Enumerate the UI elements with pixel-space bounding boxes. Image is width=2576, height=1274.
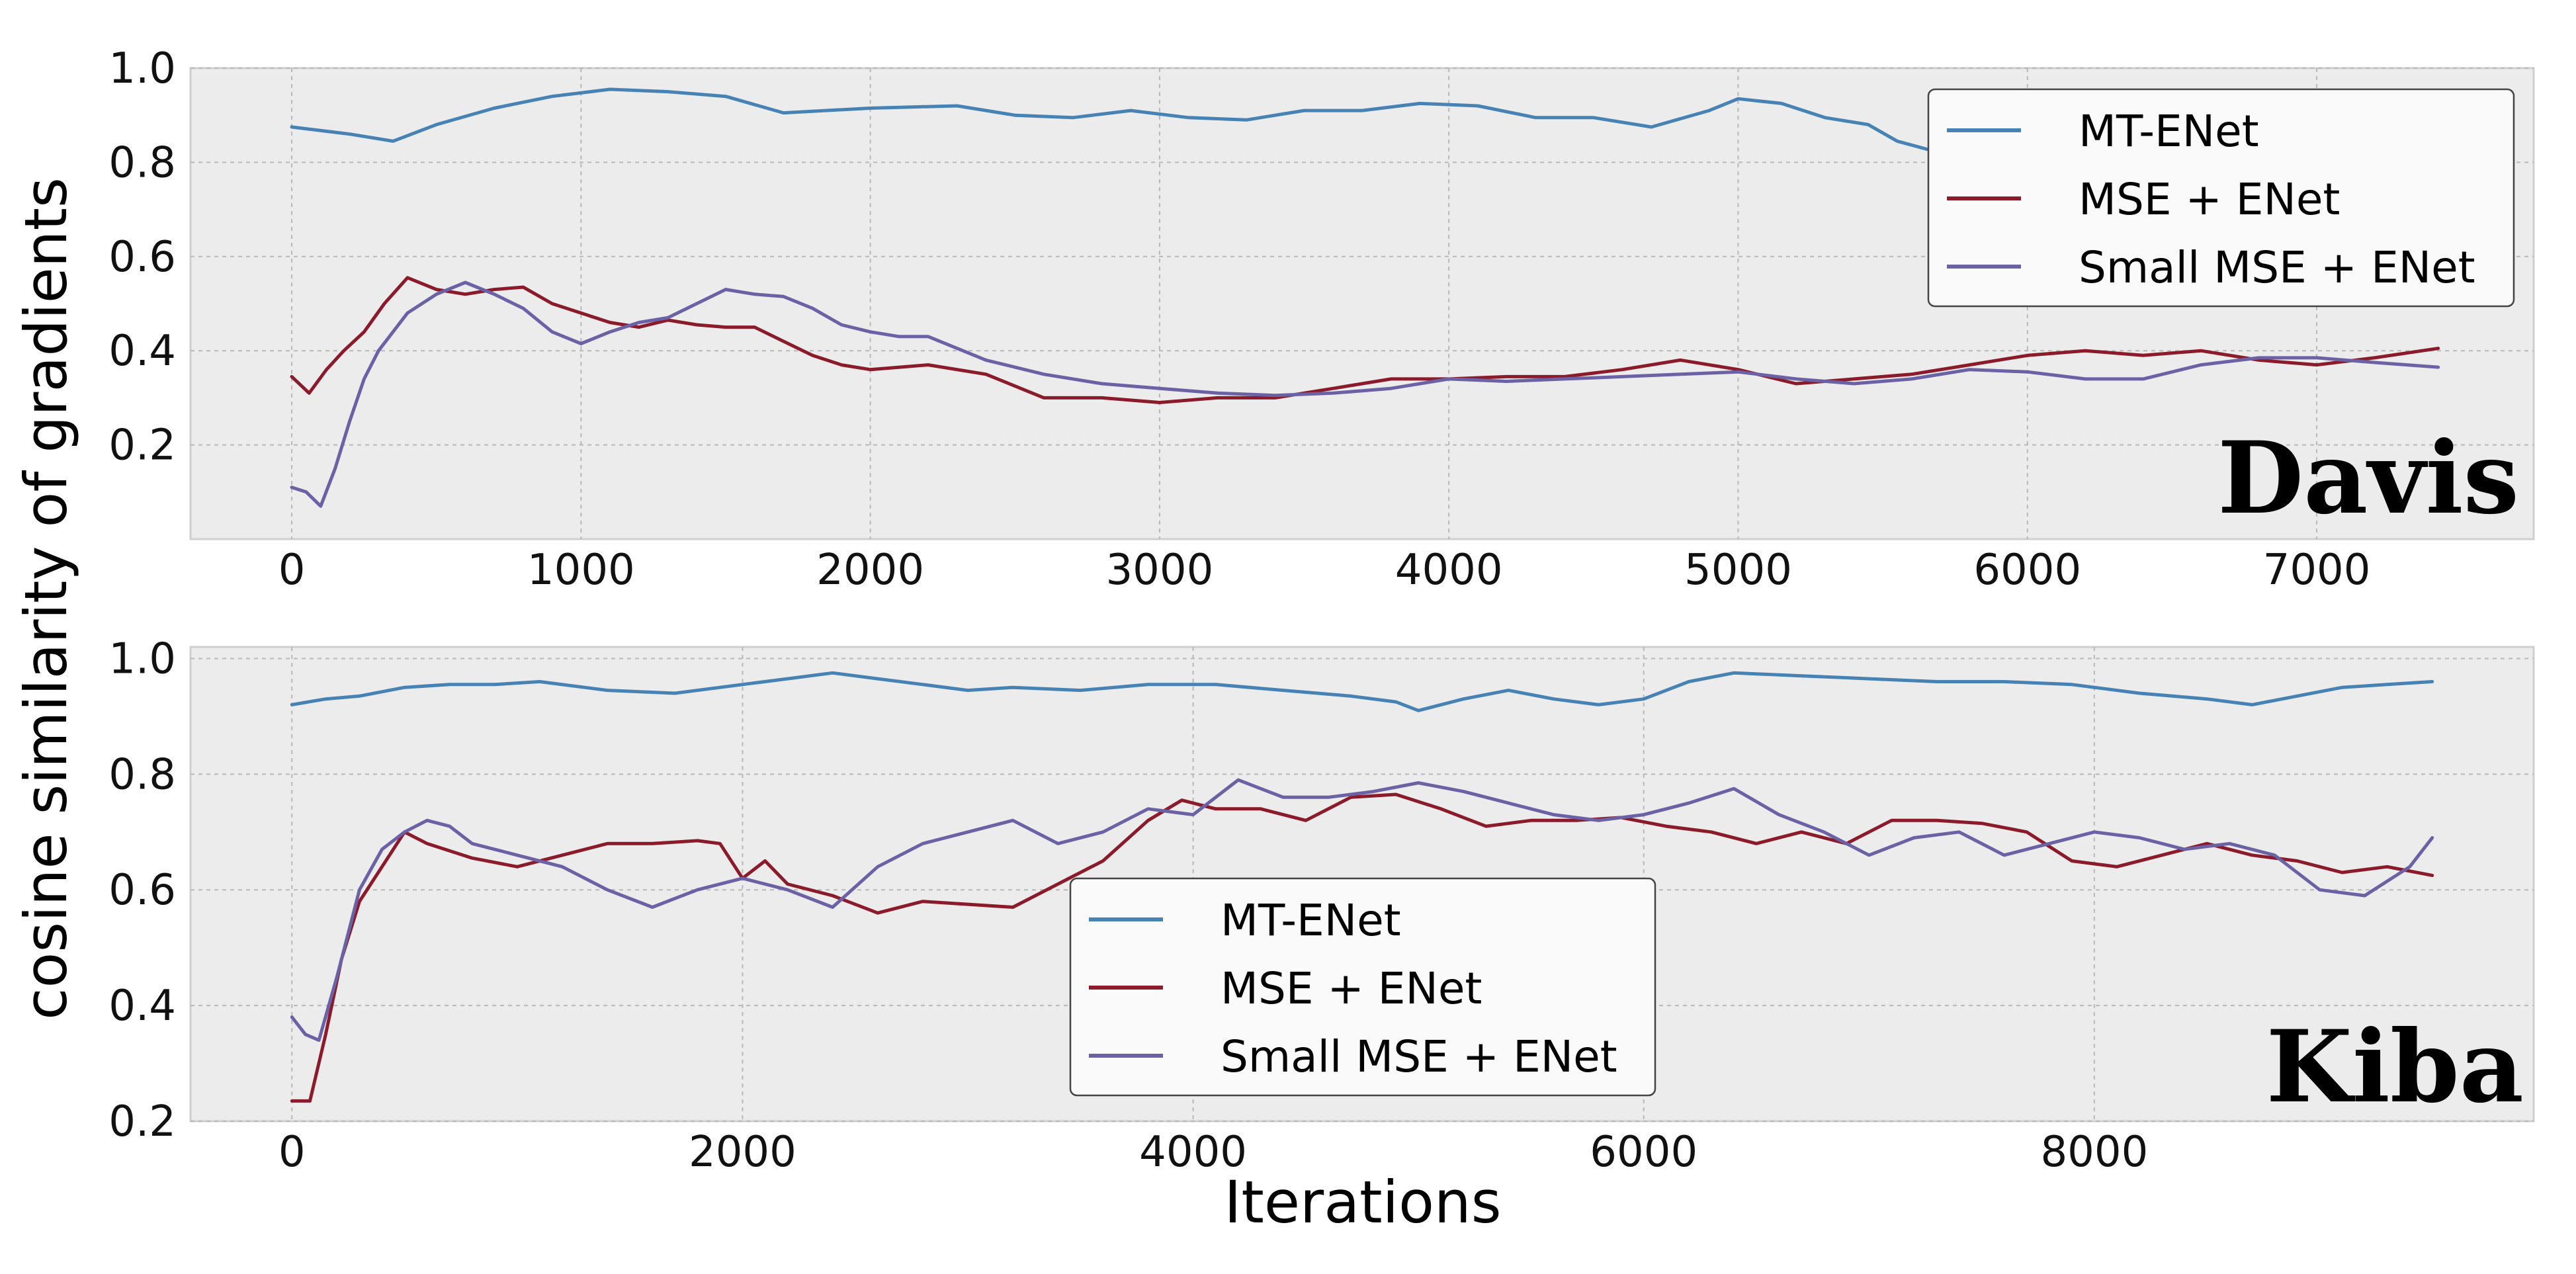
kiba-legend-label-1: MSE + ENet (1221, 963, 1482, 1014)
davis-x-tick-label: 7000 (2263, 546, 2371, 595)
davis-y-tick-label: 0.2 (108, 421, 176, 470)
kiba-x-tick-label: 2000 (689, 1128, 796, 1177)
kiba-x-ticks: 0 2000 4000 6000 8000 (279, 1128, 2148, 1177)
davis-legend-label-1: MSE + ENet (2079, 174, 2340, 225)
kiba-series-2-line (290, 778, 2434, 1042)
kiba-legend-box (1069, 877, 1656, 1097)
davis-x-tick-label: 2000 (816, 546, 924, 595)
kiba-legend-label-2: Small MSE + ENet (1221, 1031, 1617, 1082)
davis-series-1-line (290, 276, 2440, 404)
kiba-panel: 0.2 0.4 0.6 0.8 1.0 0 2000 4000 6000 8000 Kiba M… (108, 634, 2535, 1177)
davis-x-tick-label: 1000 (527, 546, 635, 595)
kiba-y-tick-label: 0.8 (108, 750, 176, 799)
kiba-y-tick-label: 0.2 (108, 1097, 176, 1146)
davis-x-tick-label: 5000 (1684, 546, 1792, 595)
davis-y-tick-label: 0.6 (108, 233, 176, 282)
kiba-legend: MT-ENet MSE + ENet Small MSE + ENet (1069, 877, 1656, 1097)
kiba-series-lines (290, 671, 2434, 1103)
kiba-legend-label-0: MT-ENet (1221, 895, 1401, 946)
davis-x-ticks: 0 1000 2000 3000 4000 5000 6000 7000 (279, 546, 2371, 595)
kiba-y-tick-label: 0.4 (108, 982, 176, 1031)
davis-panel-title: Davis (2217, 420, 2519, 536)
kiba-series-0-line (290, 671, 2434, 712)
davis-legend-box (1927, 88, 2515, 308)
davis-x-tick-label: 3000 (1105, 546, 1213, 595)
kiba-y-ticks: 0.2 0.4 0.6 0.8 1.0 (108, 634, 176, 1146)
kiba-x-tick-label: 6000 (1590, 1128, 1697, 1177)
davis-series-2-line (290, 280, 2440, 508)
kiba-y-tick-label: 0.6 (108, 866, 176, 915)
kiba-x-tick-label: 0 (279, 1128, 306, 1177)
davis-y-tick-label: 0.4 (108, 327, 176, 376)
davis-y-tick-label: 1.0 (108, 44, 176, 93)
kiba-panel-title: Kiba (2266, 1009, 2524, 1125)
davis-x-tick-label: 0 (279, 546, 306, 595)
davis-legend-label-0: MT-ENet (2079, 106, 2259, 157)
davis-x-tick-label: 4000 (1395, 546, 1503, 595)
y-axis-label: cosine similarity of gradients (12, 177, 80, 1020)
davis-legend-label-2: Small MSE + ENet (2079, 242, 2475, 293)
kiba-gridlines (191, 647, 2534, 1122)
davis-x-tick-label: 6000 (1973, 546, 2081, 595)
davis-panel: 0.2 0.4 0.6 0.8 1.0 0 1000 2000 3000 4000 5000 600… (108, 44, 2535, 595)
kiba-x-tick-label: 4000 (1139, 1128, 1247, 1177)
kiba-series-1-line (290, 792, 2434, 1103)
kiba-x-tick-label: 8000 (2040, 1128, 2148, 1177)
davis-y-tick-label: 0.8 (108, 138, 176, 187)
x-axis-label: Iterations (1224, 1168, 1501, 1236)
davis-legend: MT-ENet MSE + ENet Small MSE + ENet (1927, 88, 2515, 308)
kiba-y-tick-label: 1.0 (108, 634, 176, 683)
davis-gridlines (191, 67, 2534, 539)
davis-y-ticks: 0.2 0.4 0.6 0.8 1.0 (108, 44, 176, 470)
